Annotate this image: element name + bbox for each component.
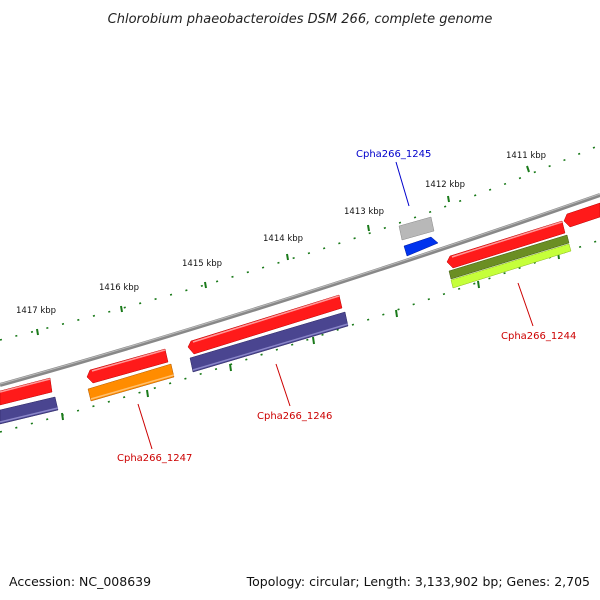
ruler-label-1413: 1413 kbp: [344, 207, 384, 217]
ruler-label-1412: 1412 kbp: [425, 180, 465, 190]
ruler-label-1414: 1414 kbp: [263, 234, 303, 244]
cds-forward-track: [0, 202, 600, 406]
accession-text: Accession: NC_008639: [9, 574, 151, 589]
ruler-label-1415: 1415 kbp: [182, 259, 222, 269]
outer-major-ticks: [36, 165, 530, 336]
cds-feature-left[interactable]: [0, 377, 53, 406]
gene-feature-1245[interactable]: [398, 216, 435, 241]
gene-label-1247[interactable]: Cpha266_1247: [117, 453, 192, 464]
map-title: Chlorobium phaeobacteroides DSM 266, com…: [108, 12, 493, 27]
cds-feature-1247[interactable]: [86, 348, 169, 384]
label-leaders: [137, 161, 534, 450]
ruler-label-1411: 1411 kbp: [506, 151, 546, 161]
cds-feature-right[interactable]: [563, 202, 600, 228]
genome-backbone-highlight: [0, 193, 600, 385]
genome-backbone: [0, 193, 600, 387]
orange-feature-1247[interactable]: [87, 363, 175, 402]
gene-label-1244[interactable]: Cpha266_1244: [501, 331, 576, 342]
gene-label-1245[interactable]: Cpha266_1245: [356, 149, 431, 160]
inner-major-ticks: [61, 251, 560, 421]
olive-feature-1244[interactable]: [448, 234, 570, 280]
genome-summary: Topology: circular; Length: 3,133,902 bp…: [246, 574, 590, 589]
gene-label-1246[interactable]: Cpha266_1246: [257, 411, 332, 422]
cds-feature-1244[interactable]: [446, 220, 566, 269]
purple-feature-1246[interactable]: [189, 311, 349, 373]
purple-feature-left[interactable]: [0, 396, 59, 425]
ruler-label-1417: 1417 kbp: [16, 306, 56, 316]
lime-feature-1244[interactable]: [450, 243, 572, 289]
cds-feature-1245[interactable]: [403, 236, 439, 257]
ruler-label-1416: 1416 kbp: [99, 283, 139, 293]
cds-feature-1246[interactable]: [187, 294, 343, 355]
inner-tick-ring: [0, 239, 600, 433]
feature-second-track: [0, 234, 572, 425]
